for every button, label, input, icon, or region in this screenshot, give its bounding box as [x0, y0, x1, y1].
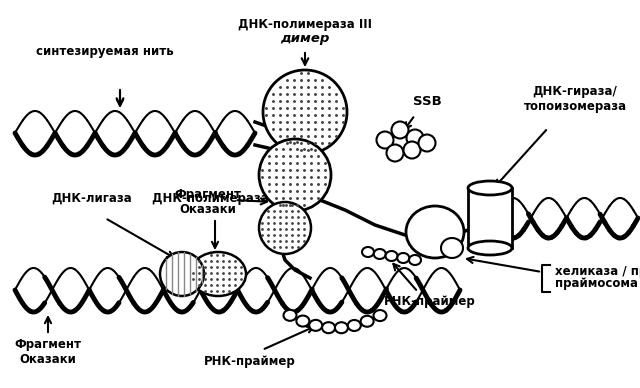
Text: ДНК-лигаза: ДНК-лигаза	[52, 192, 132, 205]
Text: Фрагмент
Оказаки: Фрагмент Оказаки	[175, 188, 241, 216]
Text: SSB: SSB	[413, 95, 442, 108]
Text: димер: димер	[280, 32, 330, 45]
Ellipse shape	[322, 322, 335, 333]
Ellipse shape	[263, 70, 347, 154]
Text: Фрагмент
Оказаки: Фрагмент Оказаки	[15, 338, 81, 366]
Ellipse shape	[385, 251, 397, 261]
Text: хеликаза / праймаза: хеликаза / праймаза	[555, 265, 640, 279]
Ellipse shape	[387, 144, 403, 161]
Ellipse shape	[441, 238, 463, 258]
Ellipse shape	[361, 316, 374, 327]
Ellipse shape	[419, 135, 435, 151]
Ellipse shape	[284, 310, 296, 321]
Ellipse shape	[406, 206, 464, 258]
Ellipse shape	[190, 252, 246, 296]
Ellipse shape	[392, 121, 408, 139]
Ellipse shape	[468, 181, 512, 195]
Ellipse shape	[160, 252, 204, 296]
Ellipse shape	[259, 202, 311, 254]
Ellipse shape	[335, 322, 348, 333]
Ellipse shape	[397, 253, 409, 263]
Text: РНК-праймер: РНК-праймер	[204, 355, 296, 368]
Text: ДНК-полимераза III: ДНК-полимераза III	[238, 18, 372, 31]
Text: РНК-праймер: РНК-праймер	[384, 295, 476, 308]
Text: ДНК-полимераза I: ДНК-полимераза I	[152, 192, 278, 205]
Text: ДНК-гираза/
топоизомераза: ДНК-гираза/ топоизомераза	[524, 85, 627, 113]
Ellipse shape	[259, 139, 331, 211]
Text: синтезируемая нить: синтезируемая нить	[36, 45, 174, 58]
Ellipse shape	[309, 320, 322, 331]
Ellipse shape	[403, 142, 420, 159]
Bar	[468, 188, 512, 248]
Ellipse shape	[376, 132, 394, 149]
Ellipse shape	[374, 249, 386, 259]
Ellipse shape	[406, 130, 424, 147]
Ellipse shape	[348, 320, 361, 331]
Ellipse shape	[296, 315, 309, 327]
Ellipse shape	[362, 247, 374, 257]
Ellipse shape	[409, 255, 421, 265]
Ellipse shape	[374, 310, 387, 321]
Text: праймосома: праймосома	[555, 277, 638, 291]
Ellipse shape	[468, 241, 512, 255]
